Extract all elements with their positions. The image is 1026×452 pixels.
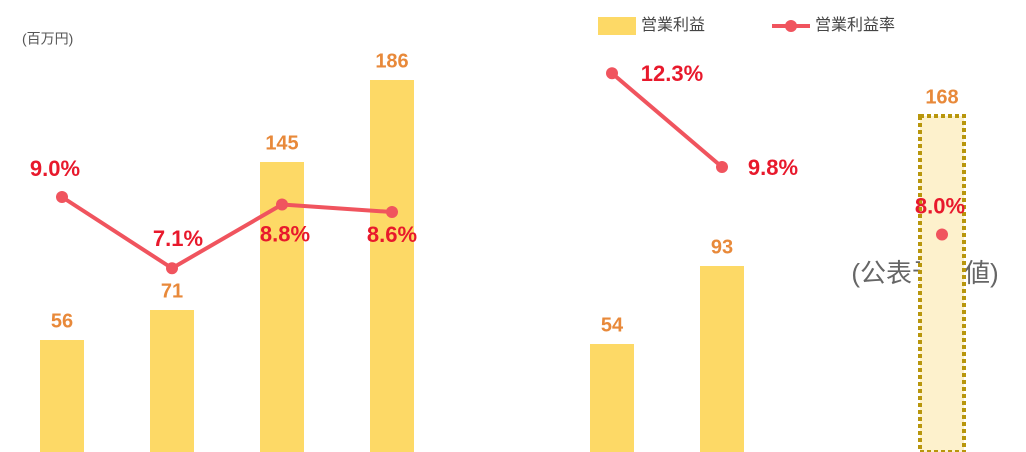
bar-label: 93: [711, 236, 733, 258]
forecast-bar: [918, 114, 966, 452]
bar: [150, 310, 194, 452]
bar-label: 56: [51, 310, 73, 332]
legend-marker: [785, 20, 797, 32]
bar-label: 54: [601, 314, 624, 336]
line-label: 8.6%: [367, 222, 417, 247]
line-point: [716, 161, 728, 173]
bar: [370, 80, 414, 452]
line-label: 9.8%: [748, 155, 798, 180]
line-label: 12.3%: [641, 61, 703, 86]
bar-label: 186: [375, 50, 408, 72]
bar: [40, 340, 84, 452]
line-label: 7.1%: [153, 226, 203, 251]
line-point: [386, 206, 398, 218]
bar-label: 71: [161, 280, 183, 302]
legend-label: 営業利益率: [815, 16, 895, 34]
bar: [590, 344, 634, 452]
line-point: [56, 191, 68, 203]
line-label: 9.0%: [30, 156, 80, 181]
unit-label: (百万円): [22, 31, 73, 47]
legend-label: 営業利益: [641, 16, 705, 34]
line-point: [606, 67, 618, 80]
bar-label: 168: [925, 86, 958, 108]
line-point: [276, 198, 288, 211]
line-point: [166, 262, 178, 275]
bar: [700, 266, 744, 452]
line-label: 8.0%: [915, 193, 965, 218]
bar-label: 145: [265, 132, 298, 154]
legend-swatch: [598, 17, 636, 35]
line-point: [936, 228, 948, 241]
line-label: 8.8%: [260, 221, 310, 246]
